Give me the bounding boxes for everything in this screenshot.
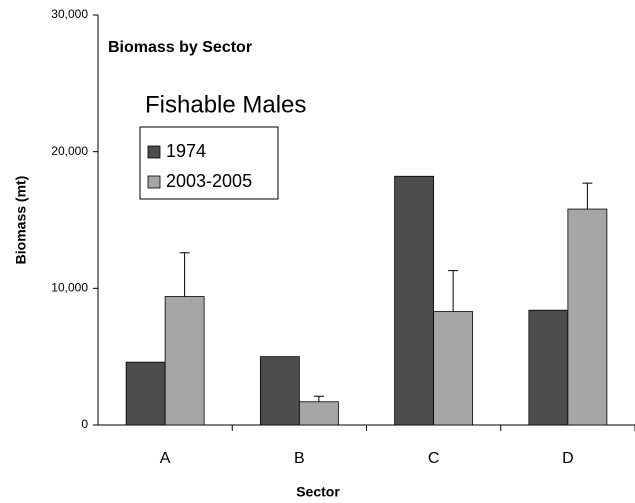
x-axis-label: Sector xyxy=(296,484,340,500)
y-tick-label: 10,000 xyxy=(51,281,88,295)
error-bar xyxy=(313,395,324,402)
bar xyxy=(298,401,339,426)
bar xyxy=(164,296,205,426)
x-tick-label: C xyxy=(428,450,440,467)
chart-title: Biomass by Sector xyxy=(108,39,252,56)
bar xyxy=(259,356,300,426)
legend-box xyxy=(139,126,279,200)
error-bar xyxy=(448,270,459,312)
legend-label: 1974 xyxy=(166,141,206,161)
bar xyxy=(433,311,474,426)
bar xyxy=(125,361,166,426)
x-tick-label: B xyxy=(294,450,305,467)
bar xyxy=(528,309,569,426)
x-tick-label: D xyxy=(562,450,574,467)
bar xyxy=(394,175,435,426)
error-bar xyxy=(582,182,593,210)
legend-swatch xyxy=(147,175,161,189)
chart-subtitle: Fishable Males xyxy=(145,91,306,118)
legend-label: 2003-2005 xyxy=(166,171,252,191)
y-axis-label: Biomass (mt) xyxy=(13,176,29,265)
y-tick-label: 20,000 xyxy=(51,144,88,158)
x-tick-label: A xyxy=(160,450,171,467)
legend-swatch xyxy=(147,145,161,159)
y-tick-label: 30,000 xyxy=(51,7,88,21)
error-bar xyxy=(179,252,190,297)
bar xyxy=(567,208,608,426)
y-tick-label: 0 xyxy=(81,417,88,431)
